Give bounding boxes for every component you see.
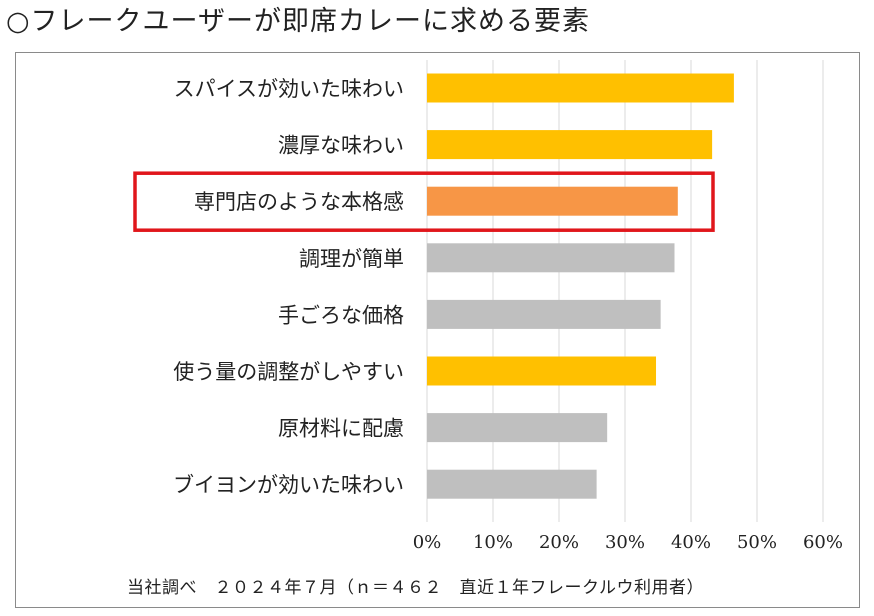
category-labels: スパイスが効いた味わい濃厚な味わい専門店のような本格感調理が簡単手ごろな価格使う… [173,77,404,497]
bar [427,73,734,103]
bar [427,356,657,386]
x-tick-label: 10% [473,532,513,553]
category-label: 使う量の調整がしやすい [173,360,404,384]
x-tick-label: 20% [539,532,579,553]
bar [427,243,675,273]
x-tick-label: 60% [803,532,843,553]
chart-frame [15,52,860,608]
category-label: 専門店のような本格感 [194,190,404,214]
gridlines [426,60,824,522]
category-label: 濃厚な味わい [278,134,404,158]
x-tick-label: 40% [671,532,711,553]
x-tick-label: 0% [413,532,442,553]
x-tick-label: 30% [605,532,645,553]
highlight-layer [133,171,715,232]
category-label: 調理が簡単 [299,247,404,271]
category-label: 手ごろな価格 [278,303,404,327]
bar [427,299,661,329]
category-label: ブイヨンが効いた味わい [173,473,404,497]
bars [427,73,734,499]
category-label: 原材料に配慮 [278,417,404,441]
bar [427,186,678,216]
category-label: スパイスが効いた味わい [174,77,404,101]
x-tick-label: 50% [737,532,777,553]
bar [427,469,597,499]
bar [427,130,713,160]
highlight-box [133,171,715,232]
bar [427,413,608,443]
footnote: 当社調べ ２０２４年７月（ｎ＝４６２ 直近１年フレークルウ利用者） [127,578,704,598]
x-tick-labels: 0% 10% 20% 30% 40% 50% 60% [413,532,843,553]
chart-title: ○フレークユーザーが即席カレーに求める要素 [6,6,591,37]
